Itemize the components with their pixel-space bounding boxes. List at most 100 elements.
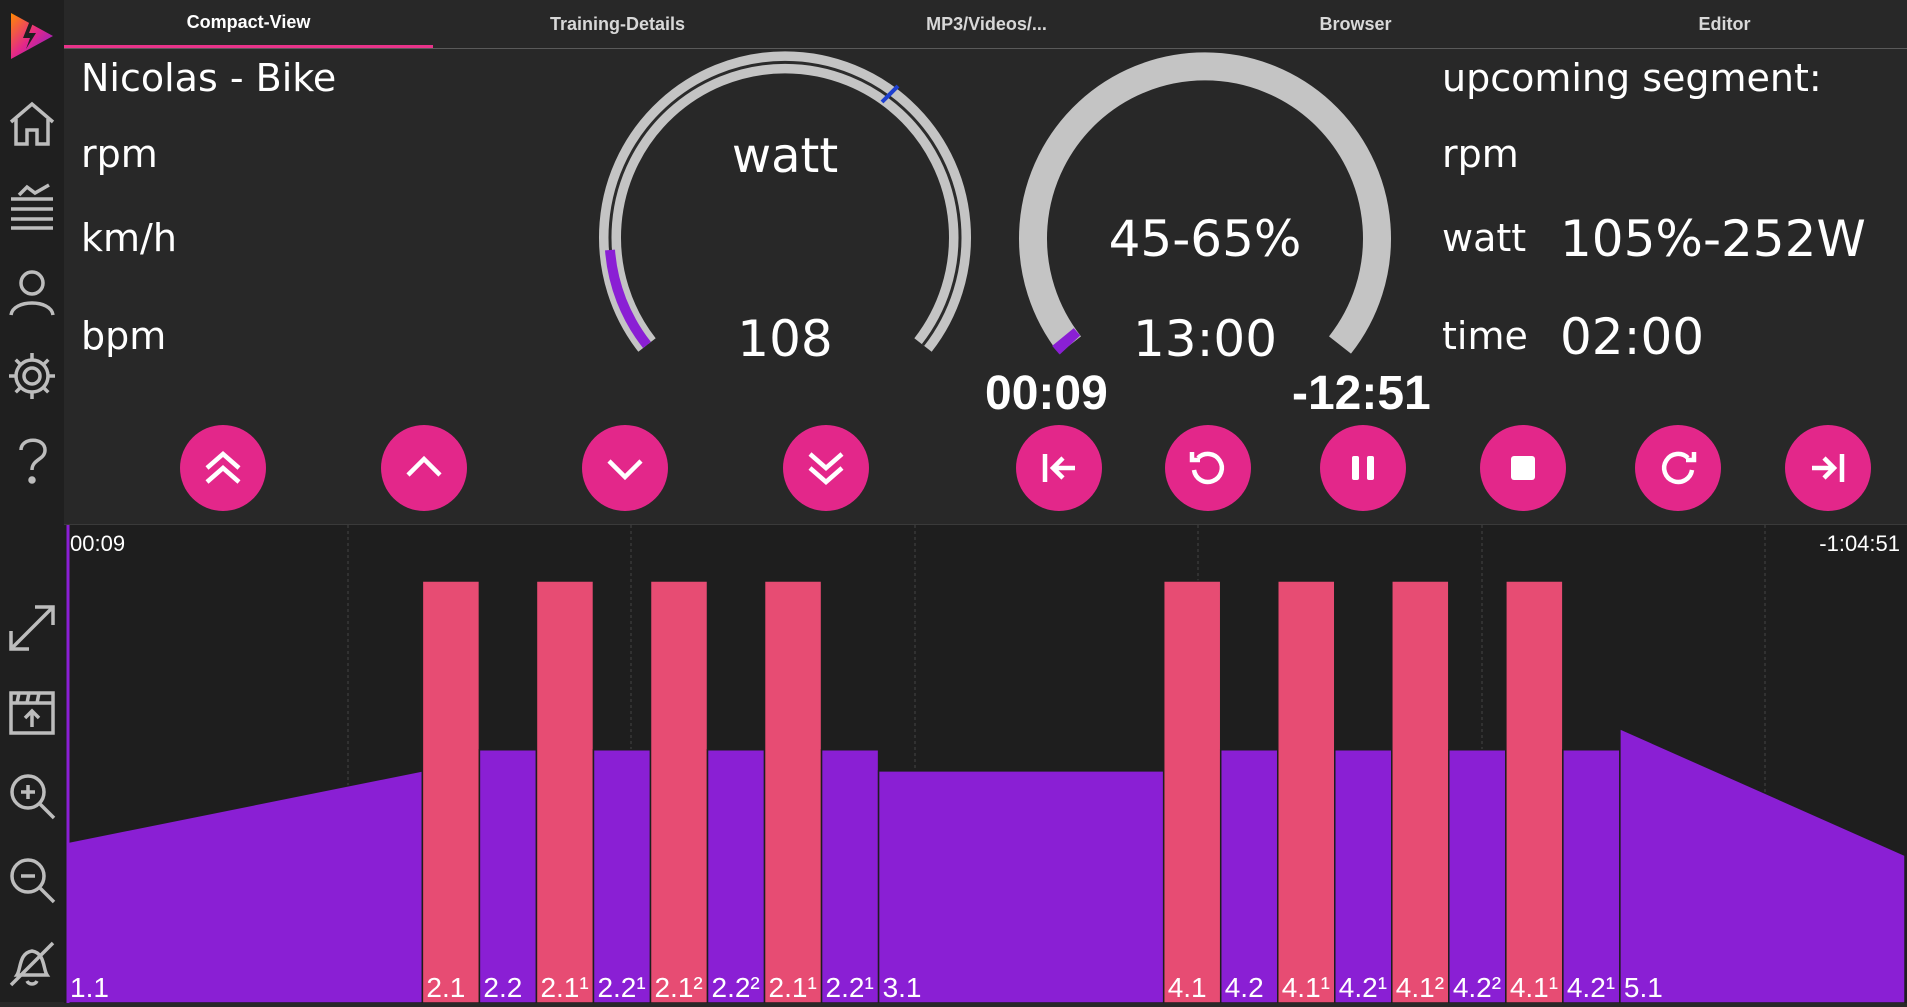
tab-editor[interactable]: Editor bbox=[1698, 13, 1751, 34]
segment-label: 2.2¹ bbox=[826, 972, 874, 1003]
redo-icon bbox=[1661, 451, 1697, 485]
rider-title: Nicolas - Bike bbox=[81, 56, 337, 100]
segment-remaining: -12:51 bbox=[1292, 367, 1431, 420]
segment-label: 3.1 bbox=[883, 972, 922, 1003]
segment-label: 4.2 bbox=[1225, 972, 1264, 1003]
skip-back-icon bbox=[1042, 454, 1075, 482]
segment-label: 2.1 bbox=[426, 972, 465, 1003]
segment-interval[interactable] bbox=[1162, 580, 1222, 1004]
segment-recovery[interactable] bbox=[1219, 749, 1279, 1004]
segment-label: 4.1 bbox=[1168, 972, 1207, 1003]
segment-recovery[interactable] bbox=[65, 769, 424, 1004]
segment-interval[interactable] bbox=[535, 580, 595, 1004]
tab-compact-view[interactable]: Compact-View bbox=[64, 0, 433, 48]
watt-gauge-inner-line bbox=[608, 60, 962, 346]
settings-icon[interactable] bbox=[2, 346, 62, 406]
segment-duration: 13:00 bbox=[1132, 310, 1278, 368]
segment-label: 2.1² bbox=[654, 972, 702, 1003]
mute-bell-icon[interactable] bbox=[2, 934, 62, 994]
sidebar bbox=[0, 0, 64, 1002]
tab-media[interactable]: MP3/Videos/... bbox=[926, 13, 1047, 34]
segment-interval[interactable] bbox=[649, 580, 709, 1004]
segment-interval[interactable] bbox=[1391, 580, 1450, 1004]
power-down-icon bbox=[607, 459, 643, 481]
watt-gauge-track bbox=[599, 51, 971, 352]
user-icon[interactable] bbox=[2, 262, 62, 322]
segment-label: 4.1¹ bbox=[1282, 972, 1330, 1003]
redo-button[interactable] bbox=[1635, 425, 1721, 511]
segment-elapsed: 00:09 bbox=[985, 367, 1108, 420]
power-down-fast-icon bbox=[808, 452, 844, 485]
power-up-button[interactable] bbox=[381, 425, 467, 511]
power-up-icon bbox=[406, 455, 442, 477]
segment-interval[interactable] bbox=[421, 580, 481, 1004]
segment-label: 1.1 bbox=[70, 972, 109, 1003]
watt-value: 108 bbox=[737, 310, 833, 368]
chart-remaining-label: -1:04:51 bbox=[1819, 531, 1900, 556]
app-logo-icon[interactable] bbox=[2, 6, 62, 66]
upcoming-time-label: time bbox=[1442, 314, 1528, 358]
upcoming-time-value: 02:00 bbox=[1560, 308, 1705, 366]
tab-browser[interactable]: Browser bbox=[1319, 13, 1392, 34]
speed-label: km/h bbox=[81, 216, 177, 260]
segment-recovery[interactable] bbox=[1334, 749, 1393, 1004]
chart-segments: 1.1 2.1 2.2 2.1¹ 2.2¹ 2.1² 2.2² 2.1¹ 2.2¹ 3.1 4.1 4… bbox=[65, 580, 1906, 1004]
segment-label: 5.1 bbox=[1624, 972, 1663, 1003]
segment-label: 2.1¹ bbox=[540, 972, 588, 1003]
segment-recovery[interactable] bbox=[877, 770, 1165, 1004]
segment-recovery[interactable] bbox=[592, 749, 652, 1004]
watt-gauge-fill bbox=[605, 249, 651, 349]
skip-back-button[interactable] bbox=[1016, 425, 1102, 511]
segment-label: 2.2¹ bbox=[597, 972, 645, 1003]
segment-interval[interactable] bbox=[1505, 580, 1564, 1004]
segment-label: 4.1¹ bbox=[1510, 972, 1558, 1003]
upcoming-title: upcoming segment: bbox=[1442, 56, 1822, 100]
segment-recovery[interactable] bbox=[706, 749, 766, 1004]
workout-profile-chart[interactable]: 1.1 2.1 2.2 2.1¹ 2.2¹ 2.1² 2.2² 2.1¹ 2.2¹ 3.1 4.1 4… bbox=[64, 524, 1907, 1004]
chart-elapsed-label: 00:09 bbox=[70, 531, 125, 556]
training-list-icon[interactable] bbox=[2, 178, 62, 238]
upload-icon[interactable] bbox=[2, 682, 62, 742]
segment-label: 4.1² bbox=[1396, 972, 1444, 1003]
segment-gauge-fill bbox=[1052, 328, 1081, 355]
segment-label: 4.2¹ bbox=[1339, 972, 1387, 1003]
pause-button[interactable] bbox=[1320, 425, 1406, 511]
segment-label: 2.2 bbox=[483, 972, 522, 1003]
help-icon[interactable] bbox=[2, 430, 62, 490]
zoom-out-icon[interactable] bbox=[2, 850, 62, 910]
restart-segment-button[interactable] bbox=[1165, 425, 1251, 511]
heart-rate-label: bpm bbox=[81, 314, 167, 358]
skip-forward-button[interactable] bbox=[1785, 425, 1871, 511]
watt-gauge-target-marker bbox=[880, 84, 900, 104]
stop-button[interactable] bbox=[1480, 425, 1566, 511]
segment-interval[interactable] bbox=[1276, 580, 1336, 1004]
upcoming-rpm-label: rpm bbox=[1442, 132, 1519, 176]
segment-label: 2.1¹ bbox=[769, 972, 817, 1003]
segment-recovery[interactable] bbox=[478, 749, 538, 1004]
power-up-fast-button[interactable] bbox=[180, 425, 266, 511]
stop-icon bbox=[1511, 456, 1535, 480]
segment-recovery[interactable] bbox=[1448, 749, 1507, 1004]
segment-recovery[interactable] bbox=[1562, 749, 1621, 1004]
power-down-fast-button[interactable] bbox=[783, 425, 869, 511]
upcoming-watt-label: watt bbox=[1442, 216, 1527, 260]
tab-bar: Compact-View Training-Details MP3/Videos… bbox=[64, 0, 1907, 49]
segment-interval[interactable] bbox=[763, 580, 823, 1004]
power-up-fast-icon bbox=[205, 451, 241, 484]
watt-gauge-label: watt bbox=[731, 128, 839, 184]
rpm-label: rpm bbox=[81, 132, 158, 176]
workout-profile-svg[interactable]: 1.1 2.1 2.2 2.1¹ 2.2¹ 2.1² 2.2² 2.1¹ 2.2¹ 3.1 4.1 4… bbox=[64, 525, 1907, 1004]
segment-label: 2.2² bbox=[712, 972, 760, 1003]
pause-icon bbox=[1352, 456, 1374, 480]
tab-training-details[interactable]: Training-Details bbox=[549, 13, 686, 34]
segment-recovery[interactable] bbox=[820, 749, 880, 1004]
expand-icon[interactable] bbox=[2, 598, 62, 658]
watt-gauge bbox=[599, 51, 971, 352]
skip-forward-icon bbox=[1812, 454, 1845, 482]
segment-recovery[interactable] bbox=[1619, 727, 1906, 1004]
power-down-button[interactable] bbox=[582, 425, 668, 511]
zoom-in-icon[interactable] bbox=[2, 766, 62, 826]
segment-power-range: 45-65% bbox=[1108, 210, 1302, 268]
upcoming-watt-value: 105%-252W bbox=[1560, 210, 1866, 268]
home-icon[interactable] bbox=[2, 94, 62, 154]
